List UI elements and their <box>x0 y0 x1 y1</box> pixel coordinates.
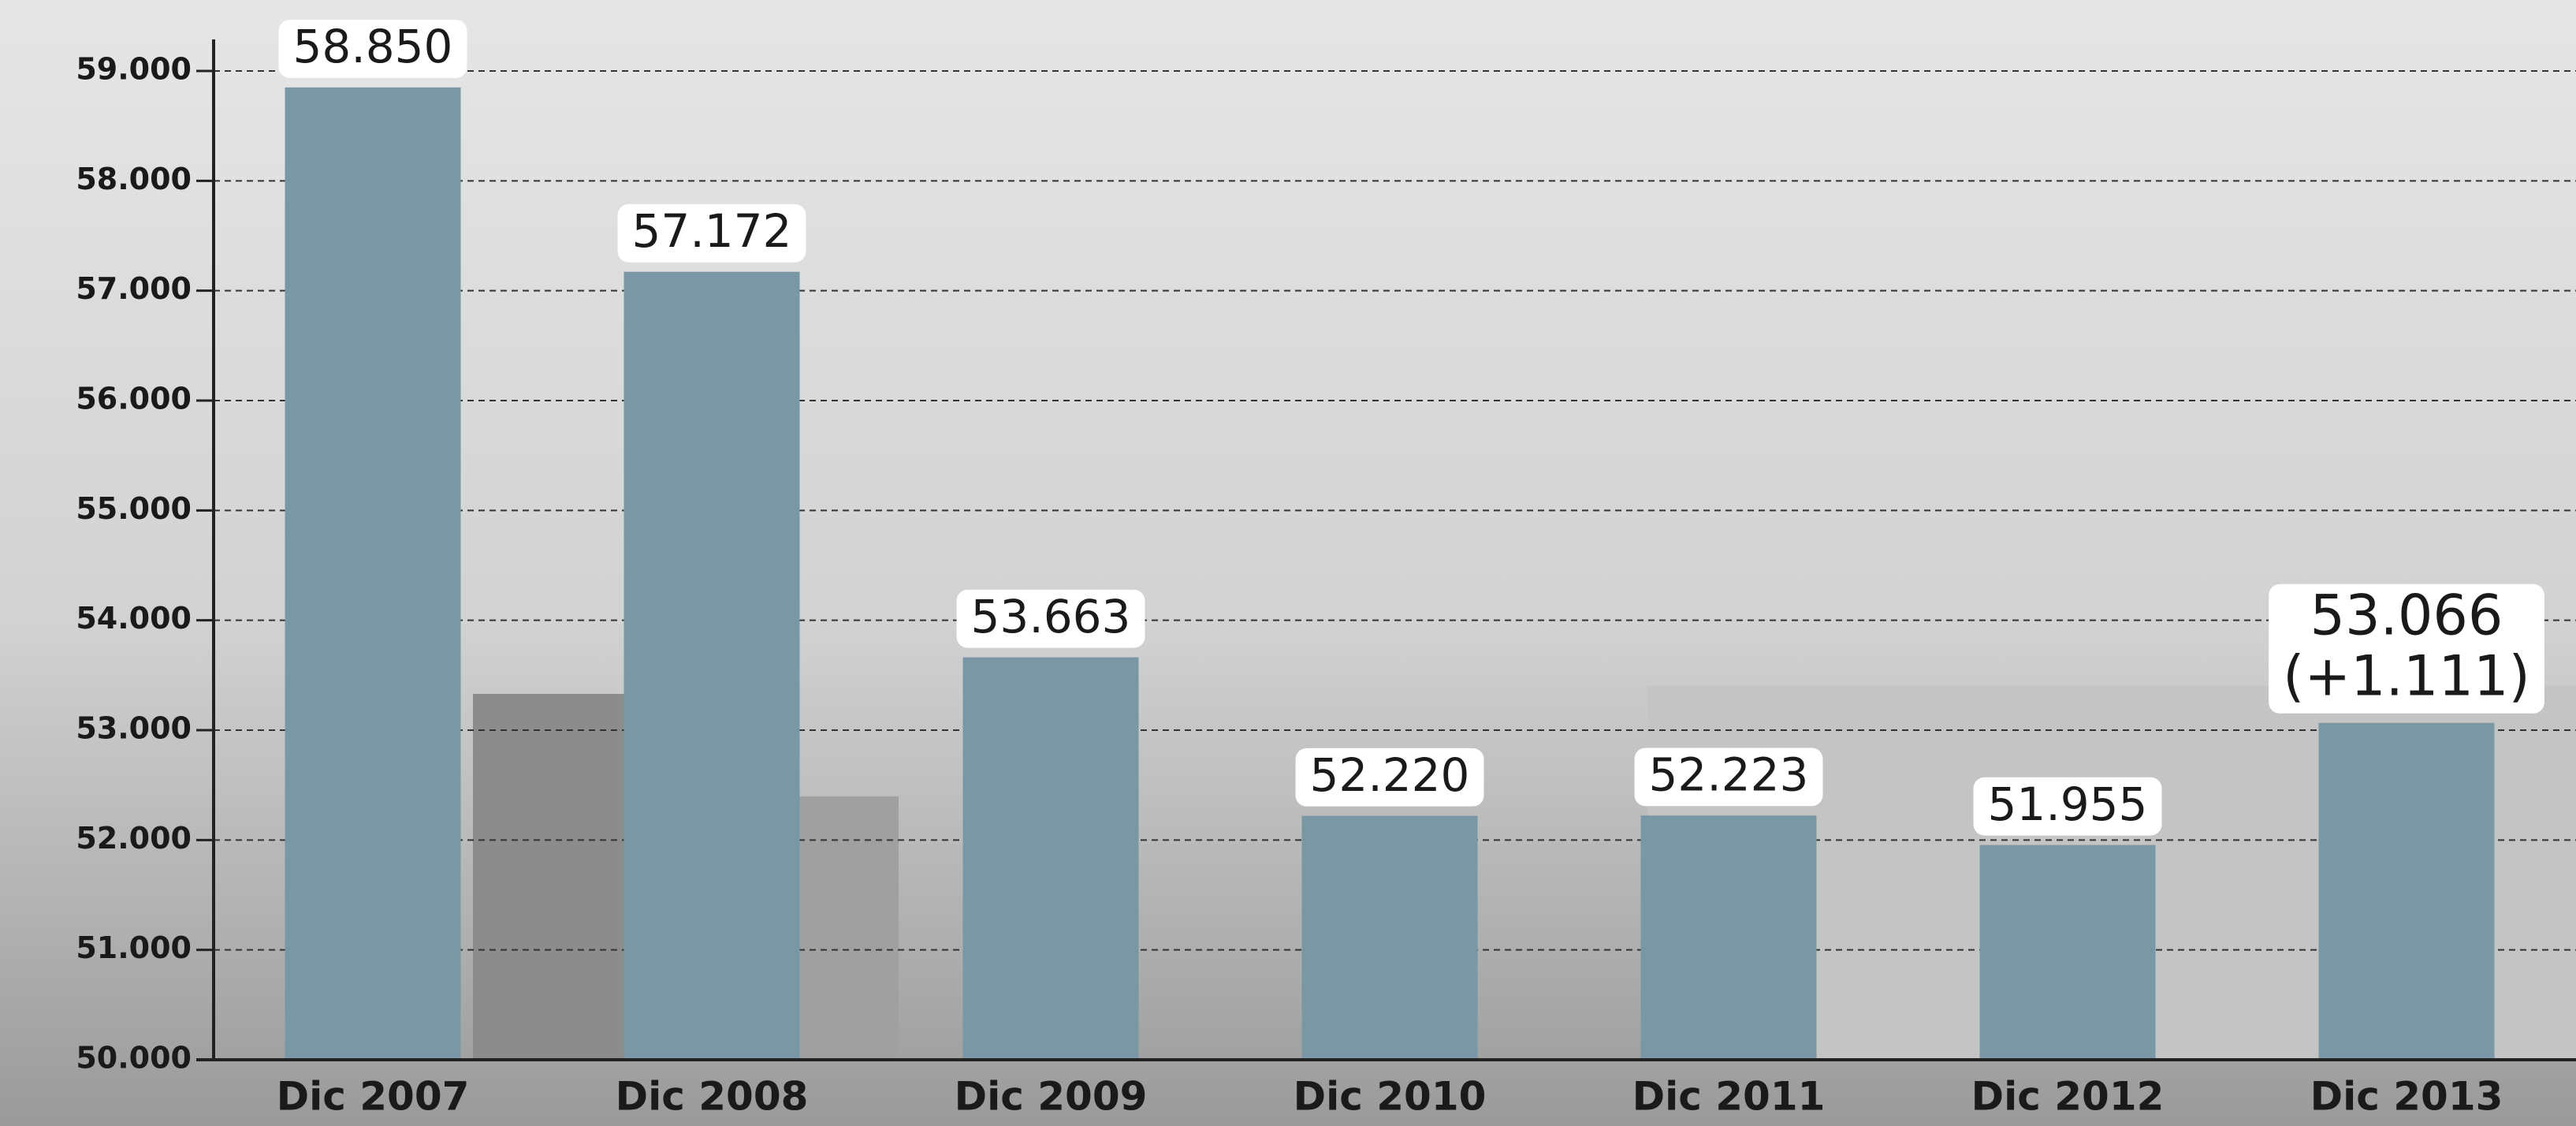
bar <box>285 87 461 1060</box>
value-label: 53.066 <box>2310 583 2503 647</box>
bar <box>2318 722 2495 1060</box>
y-tick-label: 57.000 <box>76 271 192 306</box>
x-tick-label: Dic 2009 <box>955 1074 1148 1120</box>
y-tick-label: 54.000 <box>76 601 192 636</box>
bar <box>962 657 1139 1060</box>
label-box <box>617 203 806 263</box>
value-label: 52.223 <box>1649 748 1809 801</box>
label-box <box>1634 748 1823 807</box>
y-tick-label: 50.000 <box>76 1041 192 1076</box>
value-label: 58.850 <box>293 20 453 73</box>
label-box <box>1973 777 2162 836</box>
bar <box>1301 815 1478 1060</box>
annotation: (+1.111) <box>2283 643 2530 708</box>
y-tick-label: 51.000 <box>76 930 192 965</box>
bar <box>1979 844 2156 1060</box>
x-tick-label: Dic 2008 <box>616 1074 809 1120</box>
x-tick-label: Dic 2013 <box>2310 1074 2503 1120</box>
building <box>788 796 899 1060</box>
x-tick-label: Dic 2010 <box>1294 1074 1487 1120</box>
y-tick-label: 52.000 <box>76 821 192 856</box>
y-tick-label: 53.000 <box>76 711 192 746</box>
bar <box>1640 815 1817 1060</box>
x-tick-label: Dic 2011 <box>1632 1074 1826 1120</box>
label-box <box>956 589 1145 648</box>
x-tick-label: Dic 2007 <box>277 1074 470 1120</box>
bar <box>624 271 800 1061</box>
y-tick-label: 58.000 <box>76 162 192 196</box>
x-tick-label: Dic 2012 <box>1971 1074 2165 1120</box>
value-label: 52.220 <box>1310 748 1470 802</box>
label-box <box>1295 748 1484 807</box>
label-box <box>2269 584 2544 714</box>
y-tick-label: 59.000 <box>76 52 192 87</box>
building <box>473 694 631 1060</box>
y-tick-label: 56.000 <box>76 382 192 416</box>
value-label: 51.955 <box>1988 777 2148 831</box>
value-label: 57.172 <box>632 204 792 258</box>
label-box <box>278 20 467 78</box>
value-label: 53.663 <box>971 590 1131 643</box>
y-tick-label: 55.000 <box>76 491 192 526</box>
